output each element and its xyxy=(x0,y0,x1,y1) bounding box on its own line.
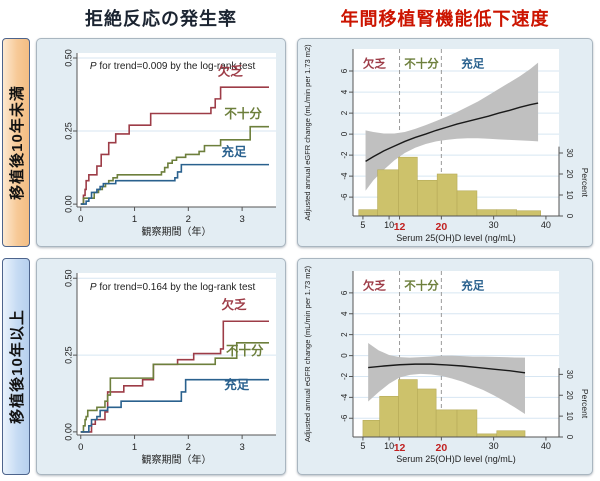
svg-text:0: 0 xyxy=(78,442,83,453)
svg-text:0.50: 0.50 xyxy=(63,49,73,67)
svg-text:不十分: 不十分 xyxy=(404,56,439,70)
svg-text:30: 30 xyxy=(489,441,499,451)
left-column-title: 拒絶反応の発生率 xyxy=(85,9,237,29)
row-label-under-10-years-text: 移植後10年未満 xyxy=(8,85,26,200)
svg-text:2: 2 xyxy=(340,332,349,337)
row-label-under-10-years: 移植後10年未満 xyxy=(2,38,30,247)
row-label-over-10-years: 移植後10年以上 xyxy=(2,258,30,475)
kaplan-meier-chart-over-10-years: 0.00 0.25 0.50 0 1 2 3 観察期間（年） P for trend=0.164… xyxy=(63,269,276,466)
right-column-title: 年間移植腎機能低下速度 xyxy=(340,9,550,29)
svg-text:3: 3 xyxy=(239,442,244,453)
svg-text:観察期間（年）: 観察期間（年） xyxy=(142,453,212,466)
svg-text:-4: -4 xyxy=(340,393,349,401)
svg-text:P for trend=0.009 by the log-: P for trend=0.009 by the log-rank test xyxy=(90,61,256,72)
svg-text:充足: 充足 xyxy=(461,278,484,292)
svg-text:2: 2 xyxy=(186,442,191,453)
svg-text:欠乏: 欠乏 xyxy=(363,278,386,292)
panel-egfr-over-10-years: 6 4 2 0 -2 -4 -6 0 10 20 30 Percent Adjusted annual … xyxy=(297,258,593,475)
svg-text:観察期間（年）: 観察期間（年） xyxy=(142,225,212,238)
panel-rejection-over-10-years: 0.00 0.25 0.50 0 1 2 3 観察期間（年） P for trend=0.164… xyxy=(36,258,286,475)
svg-text:-4: -4 xyxy=(340,172,349,180)
svg-text:30: 30 xyxy=(565,149,574,158)
panel-egfr-under-10-years: 6 4 2 0 -2 -4 -6 0 10 20 30 Percent Adjusted annual … xyxy=(297,38,593,247)
svg-text:充足: 充足 xyxy=(222,144,248,159)
svg-text:0.25: 0.25 xyxy=(63,346,73,364)
svg-text:不十分: 不十分 xyxy=(224,106,262,121)
svg-text:5: 5 xyxy=(360,220,365,230)
svg-text:Percent: Percent xyxy=(580,389,590,419)
svg-text:欠乏: 欠乏 xyxy=(218,64,244,79)
svg-text:0: 0 xyxy=(565,435,574,440)
svg-text:4: 4 xyxy=(340,311,349,316)
svg-text:Percent: Percent xyxy=(580,168,590,198)
svg-text:-2: -2 xyxy=(340,151,349,159)
svg-text:0: 0 xyxy=(340,353,349,358)
svg-text:Adjusted annual eGFR change (m: Adjusted annual eGFR change (mL/min per … xyxy=(303,44,312,221)
svg-text:1: 1 xyxy=(132,214,137,225)
svg-text:0.50: 0.50 xyxy=(63,269,73,287)
svg-text:12: 12 xyxy=(394,221,406,233)
svg-text:-6: -6 xyxy=(340,414,349,422)
svg-text:不十分: 不十分 xyxy=(226,343,264,358)
svg-text:20: 20 xyxy=(436,221,448,233)
svg-text:0: 0 xyxy=(340,131,349,136)
svg-text:6: 6 xyxy=(340,68,349,73)
svg-text:40: 40 xyxy=(541,220,551,230)
svg-text:P for trend=0.164 by the log-: P for trend=0.164 by the log-rank test xyxy=(90,282,256,293)
svg-text:2: 2 xyxy=(340,110,349,115)
svg-text:0: 0 xyxy=(565,214,574,219)
svg-text:4: 4 xyxy=(340,89,349,94)
svg-text:30: 30 xyxy=(565,370,574,379)
svg-text:欠乏: 欠乏 xyxy=(363,56,386,70)
svg-text:10: 10 xyxy=(384,220,394,230)
svg-text:20: 20 xyxy=(436,442,448,454)
svg-text:0.00: 0.00 xyxy=(63,195,73,213)
svg-text:Serum 25(OH)D level (ng/mL): Serum 25(OH)D level (ng/mL) xyxy=(396,454,516,464)
svg-text:0.00: 0.00 xyxy=(63,423,73,441)
svg-text:充足: 充足 xyxy=(224,377,250,392)
svg-text:1: 1 xyxy=(132,442,137,453)
svg-text:30: 30 xyxy=(489,220,499,230)
svg-text:2: 2 xyxy=(186,214,191,225)
svg-text:10: 10 xyxy=(384,441,394,451)
svg-text:0: 0 xyxy=(78,214,83,225)
svg-text:欠乏: 欠乏 xyxy=(222,297,248,312)
svg-text:3: 3 xyxy=(239,214,244,225)
svg-text:-2: -2 xyxy=(340,372,349,380)
svg-text:Serum 25(OH)D level (ng/mL): Serum 25(OH)D level (ng/mL) xyxy=(396,233,516,243)
svg-text:不十分: 不十分 xyxy=(404,278,439,292)
svg-text:充足: 充足 xyxy=(461,56,484,70)
svg-text:12: 12 xyxy=(394,442,406,454)
svg-text:20: 20 xyxy=(565,170,574,179)
svg-text:20: 20 xyxy=(565,391,574,400)
row-label-over-10-years-text: 移植後10年以上 xyxy=(8,309,26,424)
svg-text:Adjusted annual eGFR change (m: Adjusted annual eGFR change (mL/min per … xyxy=(303,265,312,442)
svg-text:10: 10 xyxy=(565,191,574,200)
svg-text:40: 40 xyxy=(541,441,551,451)
kaplan-meier-chart-under-10-years: 0.00 0.25 0.50 0 1 2 3 観察期間（年） P for trend=0.009… xyxy=(63,49,276,238)
svg-text:-6: -6 xyxy=(340,193,349,201)
svg-text:10: 10 xyxy=(565,412,574,421)
svg-text:5: 5 xyxy=(360,441,365,451)
panel-rejection-under-10-years: 0.00 0.25 0.50 0 1 2 3 観察期間（年） P for trend=0.009… xyxy=(36,38,286,247)
svg-text:0.25: 0.25 xyxy=(63,122,73,140)
svg-text:6: 6 xyxy=(340,290,349,295)
